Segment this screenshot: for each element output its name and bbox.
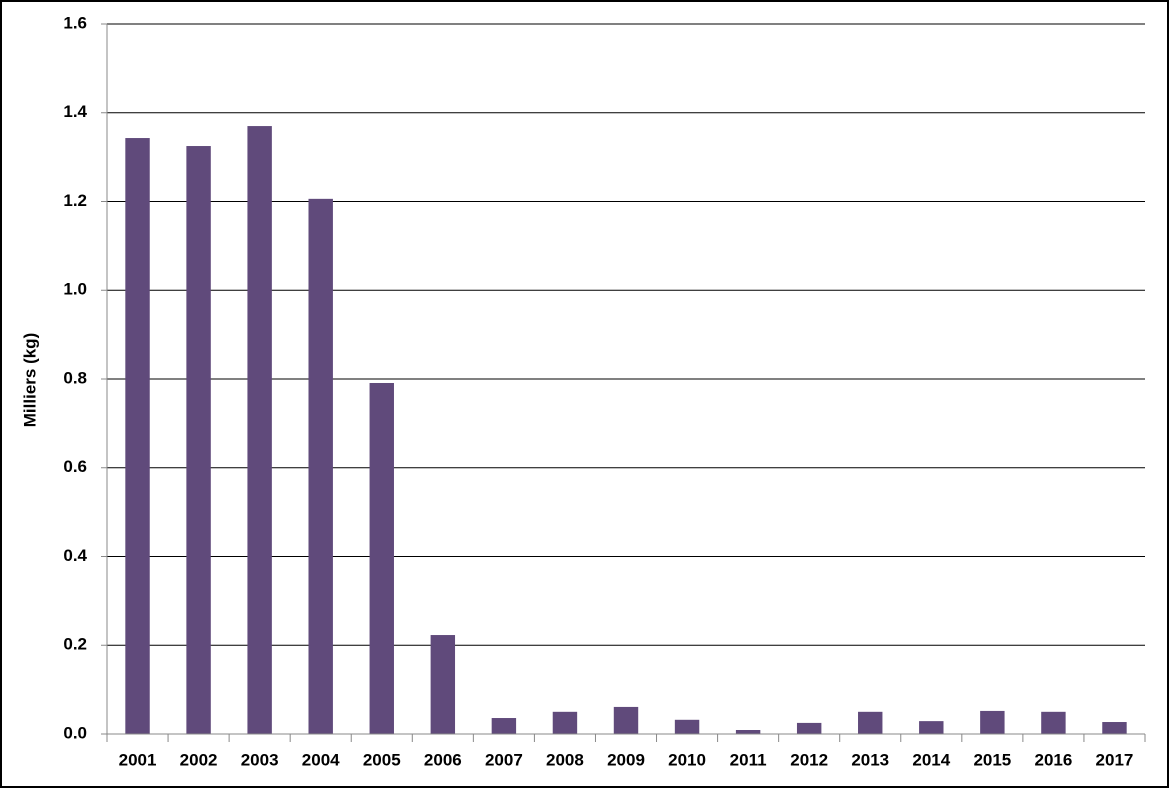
- x-tick-label: 2007: [485, 750, 523, 769]
- bar: [491, 718, 517, 734]
- x-tick-label: 2015: [973, 750, 1011, 769]
- bar: [430, 635, 456, 734]
- y-tick-label: 1.0: [63, 280, 87, 299]
- x-tick-label: 2008: [546, 750, 584, 769]
- bar: [308, 198, 333, 734]
- x-tick-label: 2016: [1034, 750, 1072, 769]
- bar: [613, 706, 639, 734]
- bar: [369, 382, 394, 734]
- bar: [980, 710, 1005, 734]
- y-tick-label: 0.4: [63, 546, 87, 565]
- bar: [186, 146, 211, 734]
- x-tick-label: 2004: [302, 750, 340, 769]
- y-tick-label: 0.0: [63, 723, 87, 742]
- y-tick-label: 0.2: [63, 635, 87, 654]
- x-tick-label: 2003: [241, 750, 279, 769]
- bar: [858, 711, 883, 734]
- bar: [1041, 711, 1066, 734]
- x-tick-label: 2001: [119, 750, 157, 769]
- x-tick-label: 2014: [912, 750, 950, 769]
- y-tick-label: 1.6: [63, 13, 87, 32]
- x-tick-label: 2012: [790, 750, 828, 769]
- x-tick-label: 2009: [607, 750, 645, 769]
- x-tick-label: 2006: [424, 750, 462, 769]
- x-tick-label: 2011: [730, 750, 767, 769]
- bar: [552, 711, 578, 734]
- bar: [125, 138, 150, 734]
- x-tick-label: 2002: [180, 750, 218, 769]
- y-tick-label: 1.2: [63, 191, 87, 210]
- x-tick-label: 2010: [668, 750, 706, 769]
- y-tick-label: 0.6: [63, 457, 87, 476]
- x-tick-label: 2005: [363, 750, 401, 769]
- x-tick-label: 2017: [1096, 750, 1134, 769]
- bar: [1102, 722, 1127, 734]
- bar: [796, 722, 822, 734]
- x-tick-label: 2013: [851, 750, 889, 769]
- y-tick-label: 1.4: [63, 102, 87, 121]
- bar: [919, 721, 944, 734]
- y-tick-label: 0.8: [63, 368, 87, 387]
- bar: [674, 719, 700, 734]
- y-axis-title: Milliers (kg): [20, 333, 39, 427]
- bar: [247, 126, 272, 734]
- bar: [735, 730, 761, 734]
